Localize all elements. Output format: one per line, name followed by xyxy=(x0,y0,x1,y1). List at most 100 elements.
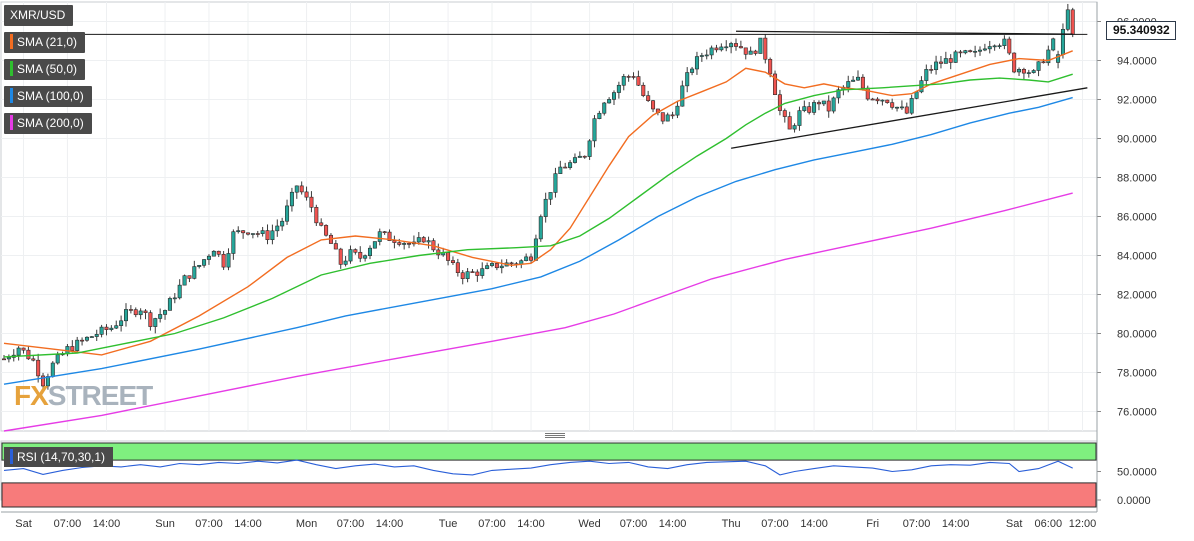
candle-body xyxy=(377,231,382,242)
x-tick-label: Sat xyxy=(15,518,32,530)
y-tick-label: 86.0000 xyxy=(1117,212,1157,224)
sma-line-200 xyxy=(3,192,1073,432)
candle-body xyxy=(660,112,665,122)
trendline-support xyxy=(731,87,1088,149)
candle-body xyxy=(489,263,494,266)
candle-body xyxy=(982,48,987,51)
legend-sma-100[interactable]: SMA (100,0) xyxy=(4,86,92,107)
candle-body xyxy=(265,230,270,241)
candle-body xyxy=(577,155,582,158)
candle-body xyxy=(206,255,211,260)
candle-body xyxy=(84,336,89,341)
candle-body xyxy=(621,76,626,86)
candle-body xyxy=(1007,38,1012,54)
candle-body xyxy=(148,312,153,327)
candle-body xyxy=(128,309,133,311)
sma21-swatch-icon xyxy=(10,34,13,49)
candle-body xyxy=(738,46,743,49)
x-tick-label: 14:00 xyxy=(517,518,545,530)
candle-body xyxy=(231,231,236,254)
x-tick-label: Thu xyxy=(722,518,741,530)
candle-body xyxy=(133,309,138,316)
candle-body xyxy=(763,37,768,60)
candle-body xyxy=(387,231,392,241)
candle-body xyxy=(1041,61,1046,64)
y-tick-label: 80.0000 xyxy=(1117,329,1157,341)
candle-body xyxy=(538,216,543,240)
legend-sma-50[interactable]: SMA (50,0) xyxy=(4,59,86,80)
candle-body xyxy=(597,112,602,119)
candle-body xyxy=(202,259,207,266)
candle-body xyxy=(6,357,11,360)
candle-body xyxy=(94,334,99,337)
candle-body xyxy=(797,110,802,126)
candle-body xyxy=(226,253,231,268)
candle-body xyxy=(480,268,485,276)
candle-body xyxy=(426,240,431,243)
candle-body xyxy=(172,297,177,300)
candle-body xyxy=(75,339,80,351)
candle-body xyxy=(816,102,821,105)
candle-body xyxy=(729,43,734,48)
candle-body xyxy=(773,73,778,95)
candle-body xyxy=(358,251,363,259)
candle-body xyxy=(250,233,255,235)
sma-line-500 xyxy=(3,73,1073,358)
legend-sma-200[interactable]: SMA (200,0) xyxy=(4,113,92,134)
candle-body xyxy=(787,116,792,130)
candle-body xyxy=(197,265,202,267)
candle-body xyxy=(494,263,499,269)
candle-body xyxy=(524,256,529,261)
x-tick-label: 07:00 xyxy=(903,518,931,530)
sma200-label: SMA (200,0) xyxy=(17,116,84,130)
candle-body xyxy=(553,173,558,193)
candle-body xyxy=(158,314,163,319)
candle-body xyxy=(353,249,358,253)
candle-body xyxy=(338,248,343,265)
candle-body xyxy=(675,105,680,116)
candle-body xyxy=(611,92,616,100)
legend-rsi[interactable]: RSI (14,70,30,1) xyxy=(4,447,114,467)
candle-body xyxy=(177,284,182,299)
candle-body xyxy=(568,162,573,168)
candle-body xyxy=(748,50,753,55)
candle-body xyxy=(602,102,607,114)
candle-body xyxy=(50,362,55,377)
candle-body xyxy=(758,37,763,54)
candle-body xyxy=(973,50,978,53)
candle-body xyxy=(153,318,158,327)
candle-body xyxy=(119,320,124,326)
candle-body xyxy=(382,231,387,233)
candle-body xyxy=(582,155,587,158)
legend-symbol[interactable]: XMR/USD xyxy=(4,5,74,26)
y-tick-label: 92.0000 xyxy=(1117,95,1157,107)
candle-body xyxy=(211,250,216,257)
pane-splitter-handle[interactable] xyxy=(545,433,565,439)
candle-body xyxy=(641,84,646,96)
candle-body xyxy=(904,106,909,114)
x-tick-label: 12:00 xyxy=(1069,518,1097,530)
candle-body xyxy=(1060,28,1065,55)
candle-body xyxy=(743,47,748,55)
candle-body xyxy=(572,157,577,163)
candle-body xyxy=(421,237,426,243)
candle-body xyxy=(124,309,129,322)
candle-body xyxy=(821,100,826,105)
candle-body xyxy=(543,198,548,217)
x-tick-label: 14:00 xyxy=(942,518,970,530)
rsi-tick-label: 0.0000 xyxy=(1117,495,1151,507)
candle-body xyxy=(26,349,31,360)
x-tick-label: Fri xyxy=(866,518,879,530)
candle-body xyxy=(372,241,377,249)
candle-body xyxy=(104,326,109,330)
candle-body xyxy=(616,84,621,93)
candle-body xyxy=(880,99,885,102)
candle-body xyxy=(948,58,953,63)
x-tick-label: Tue xyxy=(439,518,458,530)
candle-body xyxy=(1065,9,1070,30)
sma-line-100 xyxy=(3,96,1073,385)
candle-body xyxy=(143,310,148,313)
legend-sma-21[interactable]: SMA (21,0) xyxy=(4,32,86,53)
candle-body xyxy=(289,191,294,207)
y-tick-label: 94.0000 xyxy=(1117,56,1157,68)
